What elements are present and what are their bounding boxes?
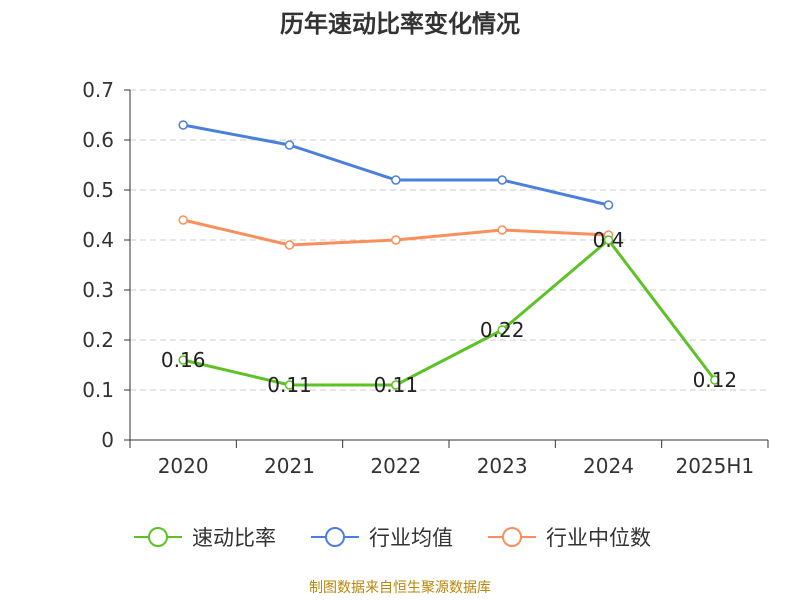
data-point	[284, 140, 295, 150]
data-point	[178, 120, 188, 130]
data-point	[603, 200, 614, 210]
y-tick-label: 0.2	[82, 328, 114, 352]
legend-item: 行业中位数	[488, 526, 651, 550]
legend-label: 行业均值	[369, 526, 453, 550]
data-label: 0.11	[267, 373, 312, 397]
data-point	[284, 240, 295, 250]
legend-item: 速动比率	[134, 526, 276, 550]
data-point	[391, 380, 401, 390]
data-label: 0.16	[161, 348, 206, 372]
data-label: 0.22	[480, 318, 525, 342]
series-line	[182, 238, 717, 387]
series-group	[178, 120, 720, 390]
series-line	[182, 123, 609, 207]
data-point	[391, 175, 401, 185]
data-point	[497, 175, 507, 185]
x-tick-label: 2023	[477, 454, 528, 478]
data-point	[710, 375, 720, 385]
data-label: 0.11	[374, 373, 419, 397]
y-tick-label: 0.4	[82, 228, 114, 252]
data-point	[497, 225, 507, 235]
legend-label: 行业中位数	[546, 526, 651, 550]
data-point	[603, 235, 614, 245]
legend: 速动比率 行业均值 行业中位数	[134, 526, 651, 550]
x-tick-label: 2021	[264, 454, 315, 478]
data-point	[497, 325, 507, 335]
grid-lines	[130, 89, 768, 391]
y-tick-label: 0.6	[82, 128, 114, 152]
legend-marker	[502, 527, 522, 547]
y-tick-label: 0.3	[82, 278, 114, 302]
legend-item: 行业均值	[311, 526, 453, 550]
data-point	[284, 380, 295, 390]
x-tick-label: 2024	[583, 454, 634, 478]
legend-marker	[325, 527, 345, 547]
x-tick-label: 2025H1	[675, 454, 754, 478]
x-tick-label: 2022	[370, 454, 421, 478]
source-note: 制图数据来自恒生聚源数据库	[309, 580, 491, 596]
y-tick-label: 0.1	[82, 378, 114, 402]
y-tick-label: 0.7	[82, 78, 114, 102]
data-label: 0.12	[693, 368, 738, 392]
x-tick-label: 2020	[158, 454, 209, 478]
data-point	[391, 235, 401, 245]
y-tick-label: 0.5	[82, 178, 114, 202]
data-label: 0.4	[593, 228, 625, 252]
legend-marker	[148, 527, 168, 547]
data-point	[178, 355, 188, 365]
data-point	[178, 215, 188, 225]
axes: 0 0.1 0.2 0.3 0.4 0.5 0.6 0.7 2020 2021 2022 2023 20…	[82, 78, 769, 478]
chart-title: 历年速动比率变化情况	[280, 10, 520, 38]
legend-label: 速动比率	[192, 526, 276, 550]
data-labels: 0.16 0.11 0.11 0.22 0.4 0.12	[161, 228, 737, 397]
y-tick-label: 0	[101, 428, 114, 452]
